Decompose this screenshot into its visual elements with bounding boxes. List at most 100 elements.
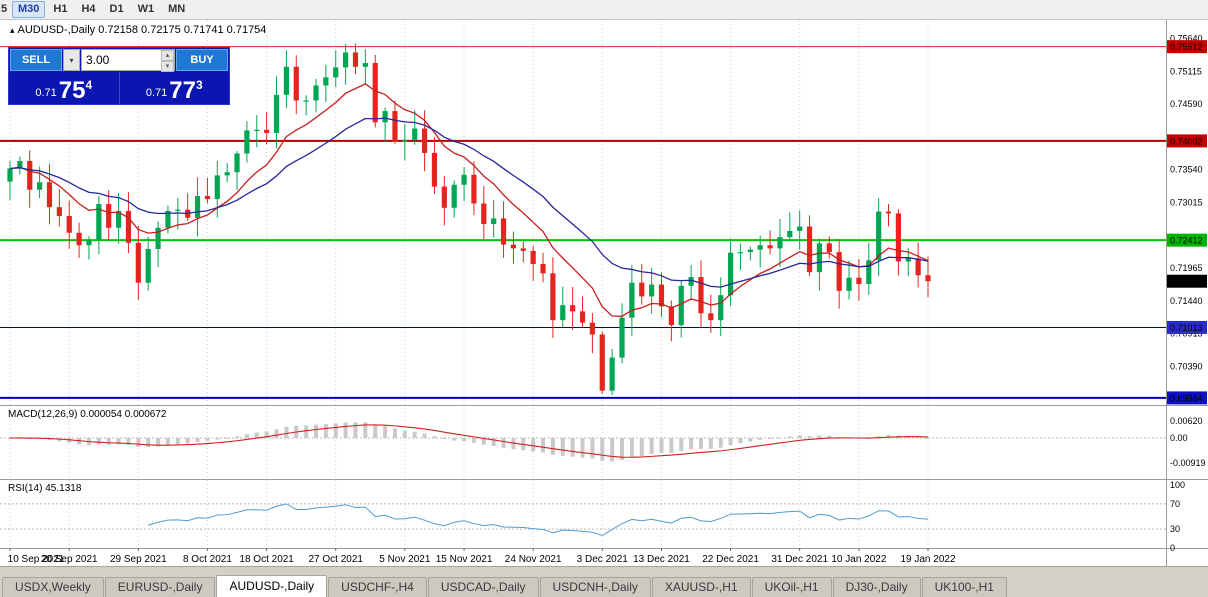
svg-text:3 Dec 2021: 3 Dec 2021 bbox=[577, 554, 629, 565]
svg-text:-0.00919: -0.00919 bbox=[1170, 458, 1206, 468]
svg-text:22 Dec 2021: 22 Dec 2021 bbox=[702, 554, 759, 565]
chart-tab-usdchf-h4[interactable]: USDCHF-,H4 bbox=[328, 577, 427, 597]
svg-text:30: 30 bbox=[1170, 524, 1180, 534]
macd-axis: 0.00620 0.00 -0.00919 bbox=[1170, 416, 1206, 468]
svg-text:13 Dec 2021: 13 Dec 2021 bbox=[633, 554, 690, 565]
tab-label: DJ30-,Daily bbox=[845, 580, 908, 594]
level-lines bbox=[0, 46, 1166, 399]
svg-text:5 Nov 2021: 5 Nov 2021 bbox=[379, 554, 431, 565]
volume-spinner: ▴ ▾ bbox=[161, 50, 174, 72]
svg-text:0.00: 0.00 bbox=[1170, 433, 1188, 443]
one-click-trading-panel: SELL ▾ ▴ ▾ BUY 0.71 75 4 bbox=[8, 47, 230, 105]
svg-text:0.73540: 0.73540 bbox=[1170, 165, 1203, 175]
chart-ohlc-text: AUDUSD-,Daily 0.72158 0.72175 0.71741 0.… bbox=[17, 24, 267, 36]
svg-text:0.69884: 0.69884 bbox=[1170, 393, 1203, 403]
svg-text:RSI(14) 45.1318: RSI(14) 45.1318 bbox=[8, 483, 82, 494]
chart-tab-bar: USDX,Weekly EURUSD-,Daily AUDUSD-,Daily USD… bbox=[0, 566, 1208, 597]
svg-text:8 Oct 2021: 8 Oct 2021 bbox=[183, 554, 232, 565]
svg-text:0.73015: 0.73015 bbox=[1170, 198, 1203, 208]
svg-text:0.75640: 0.75640 bbox=[1170, 34, 1203, 44]
ma-fast-line bbox=[9, 83, 929, 317]
rsi-line bbox=[148, 503, 929, 537]
svg-text:0.71013: 0.71013 bbox=[1170, 323, 1203, 333]
tab-label: EURUSD-,Daily bbox=[117, 580, 203, 594]
price-axis: 0.75640 0.75115 0.74590 0.73540 0.73015 0.719… bbox=[1170, 34, 1203, 372]
chart-tab-usdcad-daily[interactable]: USDCAD-,Daily bbox=[427, 577, 539, 597]
price-chart-canvas[interactable]: 0.75640 0.75115 0.74590 0.73540 0.73015 0.719… bbox=[0, 20, 1208, 566]
chart-tab-uk100-h1[interactable]: UK100-,H1 bbox=[921, 577, 1007, 597]
tab-label: USDCAD-,Daily bbox=[440, 580, 526, 594]
volume-dropdown-button[interactable]: ▾ bbox=[63, 49, 80, 71]
chart-tab-eurusd-daily[interactable]: EURUSD-,Daily bbox=[104, 577, 216, 597]
svg-text:0.71754: 0.71754 bbox=[1170, 277, 1203, 287]
svg-text:0.00620: 0.00620 bbox=[1170, 416, 1203, 426]
volume-up-button[interactable]: ▴ bbox=[161, 50, 174, 61]
tab-label: USDCNH-,Daily bbox=[552, 580, 638, 594]
svg-text:27 Oct 2021: 27 Oct 2021 bbox=[309, 554, 364, 565]
macd-panel-label: MACD(12,26,9) 0.000054 0.000672 bbox=[8, 409, 167, 420]
ask-big-digits: 77 bbox=[169, 77, 196, 104]
timeframe-button-h1[interactable]: H1 bbox=[47, 1, 73, 18]
bid-price[interactable]: 0.71 75 4 bbox=[9, 72, 119, 104]
svg-text:20 Sep 2021: 20 Sep 2021 bbox=[41, 554, 98, 565]
timeframe-button-mn[interactable]: MN bbox=[162, 1, 191, 18]
timeframe-button-d1[interactable]: D1 bbox=[104, 1, 130, 18]
svg-text:0.72412: 0.72412 bbox=[1170, 236, 1203, 246]
svg-text:0.75115: 0.75115 bbox=[1170, 66, 1202, 76]
svg-text:0.71965: 0.71965 bbox=[1170, 263, 1203, 273]
svg-text:0.74590: 0.74590 bbox=[1170, 99, 1203, 109]
price-divider bbox=[118, 72, 120, 104]
svg-text:31 Dec 2021: 31 Dec 2021 bbox=[771, 554, 828, 565]
trade-controls-row: SELL ▾ ▴ ▾ BUY bbox=[9, 48, 229, 72]
tab-label: USDCHF-,H4 bbox=[341, 580, 414, 594]
sell-button[interactable]: SELL bbox=[10, 49, 62, 71]
buy-button[interactable]: BUY bbox=[176, 49, 228, 71]
price-axis-badges: 0.75512 0.74002 0.72412 0.71754 0.71013 0.698… bbox=[1167, 40, 1207, 405]
svg-text:100: 100 bbox=[1170, 480, 1185, 490]
chart-symbol-header: ▴ AUDUSD-,Daily 0.72158 0.72175 0.71741 0… bbox=[10, 24, 266, 36]
timeframe-button-w1[interactable]: W1 bbox=[132, 1, 161, 18]
chart-tab-usdx-weekly[interactable]: USDX,Weekly bbox=[2, 577, 104, 597]
svg-text:29 Sep 2021: 29 Sep 2021 bbox=[110, 554, 167, 565]
svg-text:24 Nov 2021: 24 Nov 2021 bbox=[505, 554, 562, 565]
volume-input[interactable] bbox=[82, 50, 161, 70]
svg-text:MACD(12,26,9) 0.000054 0.00067: MACD(12,26,9) 0.000054 0.000672 bbox=[8, 409, 167, 420]
timeframe-toolbar: 5 M30 H1 H4 D1 W1 MN bbox=[0, 0, 1208, 20]
volume-field: ▴ ▾ bbox=[81, 49, 175, 72]
chart-tab-audusd-daily[interactable]: AUDUSD-,Daily bbox=[216, 575, 328, 597]
chart-tab-xauusd-h1[interactable]: XAUUSD-,H1 bbox=[651, 577, 751, 597]
timeframe-button-m30[interactable]: M30 bbox=[12, 1, 46, 18]
chart-area[interactable]: 0.75640 0.75115 0.74590 0.73540 0.73015 0.719… bbox=[0, 20, 1208, 566]
ask-price[interactable]: 0.71 77 3 bbox=[120, 72, 230, 104]
ask-prefix: 0.71 bbox=[145, 87, 168, 99]
rsi-panel-label: RSI(14) 45.1318 bbox=[8, 483, 82, 494]
macd-signal-line bbox=[9, 424, 929, 458]
ma-slow-line bbox=[9, 117, 929, 288]
timeframe-button-h4[interactable]: H4 bbox=[75, 1, 101, 18]
svg-text:0: 0 bbox=[1170, 543, 1175, 553]
chart-tab-dj30-daily[interactable]: DJ30-,Daily bbox=[832, 577, 921, 597]
svg-text:0.70390: 0.70390 bbox=[1170, 361, 1203, 371]
volume-down-button[interactable]: ▾ bbox=[161, 61, 174, 72]
bid-big-digits: 75 bbox=[58, 77, 86, 104]
tab-label: UKOil-,H1 bbox=[764, 580, 819, 594]
rsi-axis: 100 70 30 0 bbox=[1170, 480, 1185, 553]
svg-text:0.74002: 0.74002 bbox=[1170, 136, 1203, 146]
svg-text:10 Sep 2021: 10 Sep 2021 bbox=[8, 554, 65, 565]
chart-tab-ukoil-h1[interactable]: UKOil-,H1 bbox=[751, 577, 832, 597]
panel-frame bbox=[0, 20, 1208, 566]
svg-text:10 Jan 2022: 10 Jan 2022 bbox=[831, 554, 886, 565]
ask-pipette: 3 bbox=[195, 78, 203, 92]
svg-text:70: 70 bbox=[1170, 499, 1180, 509]
svg-text:18 Oct 2021: 18 Oct 2021 bbox=[239, 554, 294, 565]
bid-pipette: 4 bbox=[85, 78, 93, 92]
tab-label: XAUUSD-,H1 bbox=[664, 580, 738, 594]
tab-label: USDX,Weekly bbox=[15, 580, 91, 594]
chart-tab-usdcnh-daily[interactable]: USDCNH-,Daily bbox=[539, 577, 651, 597]
timeframe-button-5[interactable]: 5 bbox=[0, 1, 10, 18]
svg-text:0.71440: 0.71440 bbox=[1170, 296, 1203, 306]
bid-ask-row: 0.71 75 4 0.71 77 3 bbox=[9, 72, 229, 104]
symbol-marker-icon: ▴ bbox=[10, 25, 15, 35]
